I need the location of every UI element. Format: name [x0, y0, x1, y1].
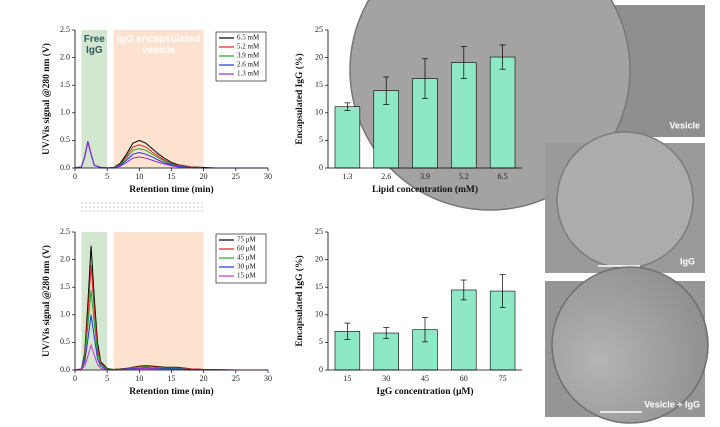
bar [451, 289, 477, 371]
y-tick-label: 20 [315, 52, 323, 61]
image-label: Vesicle [669, 120, 700, 130]
x-tick-label: 20 [200, 172, 208, 181]
y-tick-label: 2.0 [60, 52, 70, 61]
x-tick-label: 1.3 [342, 172, 352, 181]
x-axis-label: Retention time (min) [129, 386, 213, 397]
x-tick-label: 25 [232, 374, 240, 383]
x-tick-label: 5 [105, 374, 109, 383]
y-tick-label: 0.0 [60, 365, 70, 374]
x-tick-label: 0 [73, 172, 77, 181]
y-tick-label: 0.5 [60, 135, 70, 144]
y-axis-label: UV/Vis signal @280 nm (V) [41, 43, 52, 155]
legend-label: 15 μM [237, 272, 257, 280]
y-tick-label: 15 [315, 282, 323, 291]
x-axis-label: Lipid concentration (mM) [372, 184, 478, 195]
shaded-region [81, 30, 108, 168]
y-tick-label: 1.0 [60, 310, 70, 319]
y-axis-label: UV/Vis signal @280 nm (V) [41, 245, 52, 357]
x-tick-label: 15 [168, 374, 176, 383]
x-axis-label: Retention time (min) [129, 184, 213, 195]
y-tick-label: 0 [319, 365, 323, 374]
series-line [74, 141, 268, 169]
legend-label: 1.3 mM [237, 70, 260, 78]
image-label: IgG [680, 256, 695, 266]
x-tick-label: 20 [200, 374, 208, 383]
y-tick-label: 2.5 [60, 227, 70, 236]
x-tick-label: 10 [135, 374, 143, 383]
x-tick-label: 30 [264, 172, 272, 181]
y-tick-label: 25 [315, 227, 323, 236]
legend-label: 75 μM [237, 236, 257, 244]
y-tick-label: 0.5 [60, 337, 70, 346]
y-tick-label: 1.5 [60, 282, 70, 291]
y-tick-label: 10 [315, 310, 323, 319]
y-tick-label: 0 [319, 163, 323, 172]
y-tick-label: 5 [319, 135, 323, 144]
x-tick-label: 10 [135, 172, 143, 181]
legend-label: 60 μM [237, 245, 257, 253]
y-tick-label: 1.5 [60, 80, 70, 89]
x-tick-label: 0 [73, 374, 77, 383]
y-tick-label: 5 [319, 337, 323, 346]
legend-label: 6.5 mM [237, 34, 260, 42]
x-tick-label: 25 [232, 172, 240, 181]
x-tick-label: 30 [382, 374, 390, 383]
x-tick-label: 3.9 [420, 172, 430, 181]
y-tick-label: 20 [315, 254, 323, 263]
y-tick-label: 2.5 [60, 25, 70, 34]
x-tick-label: 45 [421, 374, 429, 383]
bar [334, 106, 361, 169]
x-tick-label: 2.6 [381, 172, 391, 181]
x-tick-label: 5.2 [459, 172, 469, 181]
shaded-region [113, 30, 204, 168]
y-tick-label: 25 [315, 25, 323, 34]
legend-label: 45 μM [237, 254, 257, 262]
x-tick-label: 30 [264, 374, 272, 383]
legend-label: 5.2 mM [237, 43, 260, 51]
y-tick-label: 0.0 [60, 163, 70, 172]
y-axis-label: Encapsulated IgG (%) [294, 53, 305, 144]
legend-label: 3.9 mM [237, 52, 260, 60]
region-label: IgG encapsulated vesicle [117, 34, 200, 56]
x-tick-label: 15 [343, 374, 351, 383]
x-tick-label: 15 [168, 172, 176, 181]
micrograph-vesicle-igg [545, 266, 709, 424]
micrograph-igg [545, 131, 705, 273]
bar [451, 62, 477, 169]
legend-label: 2.6 mM [237, 61, 260, 69]
x-tick-label: 75 [499, 374, 507, 383]
x-tick-label: 5 [105, 172, 109, 181]
bar [373, 332, 399, 371]
x-axis-label: IgG concentration (μM) [376, 386, 473, 397]
x-tick-label: 6.5 [498, 172, 508, 181]
image-label: Vesicle + IgG [644, 399, 700, 409]
y-tick-label: 2.0 [60, 254, 70, 263]
x-tick-label: 60 [460, 374, 468, 383]
shaded-region [113, 232, 204, 370]
region-label: Free IgG [84, 34, 106, 56]
y-axis-label: Encapsulated IgG (%) [294, 255, 305, 346]
connector [81, 202, 204, 212]
y-tick-label: 10 [315, 108, 323, 117]
y-tick-label: 1.0 [60, 108, 70, 117]
bar [489, 56, 516, 169]
y-tick-label: 15 [315, 80, 323, 89]
legend-label: 30 μM [237, 263, 257, 271]
